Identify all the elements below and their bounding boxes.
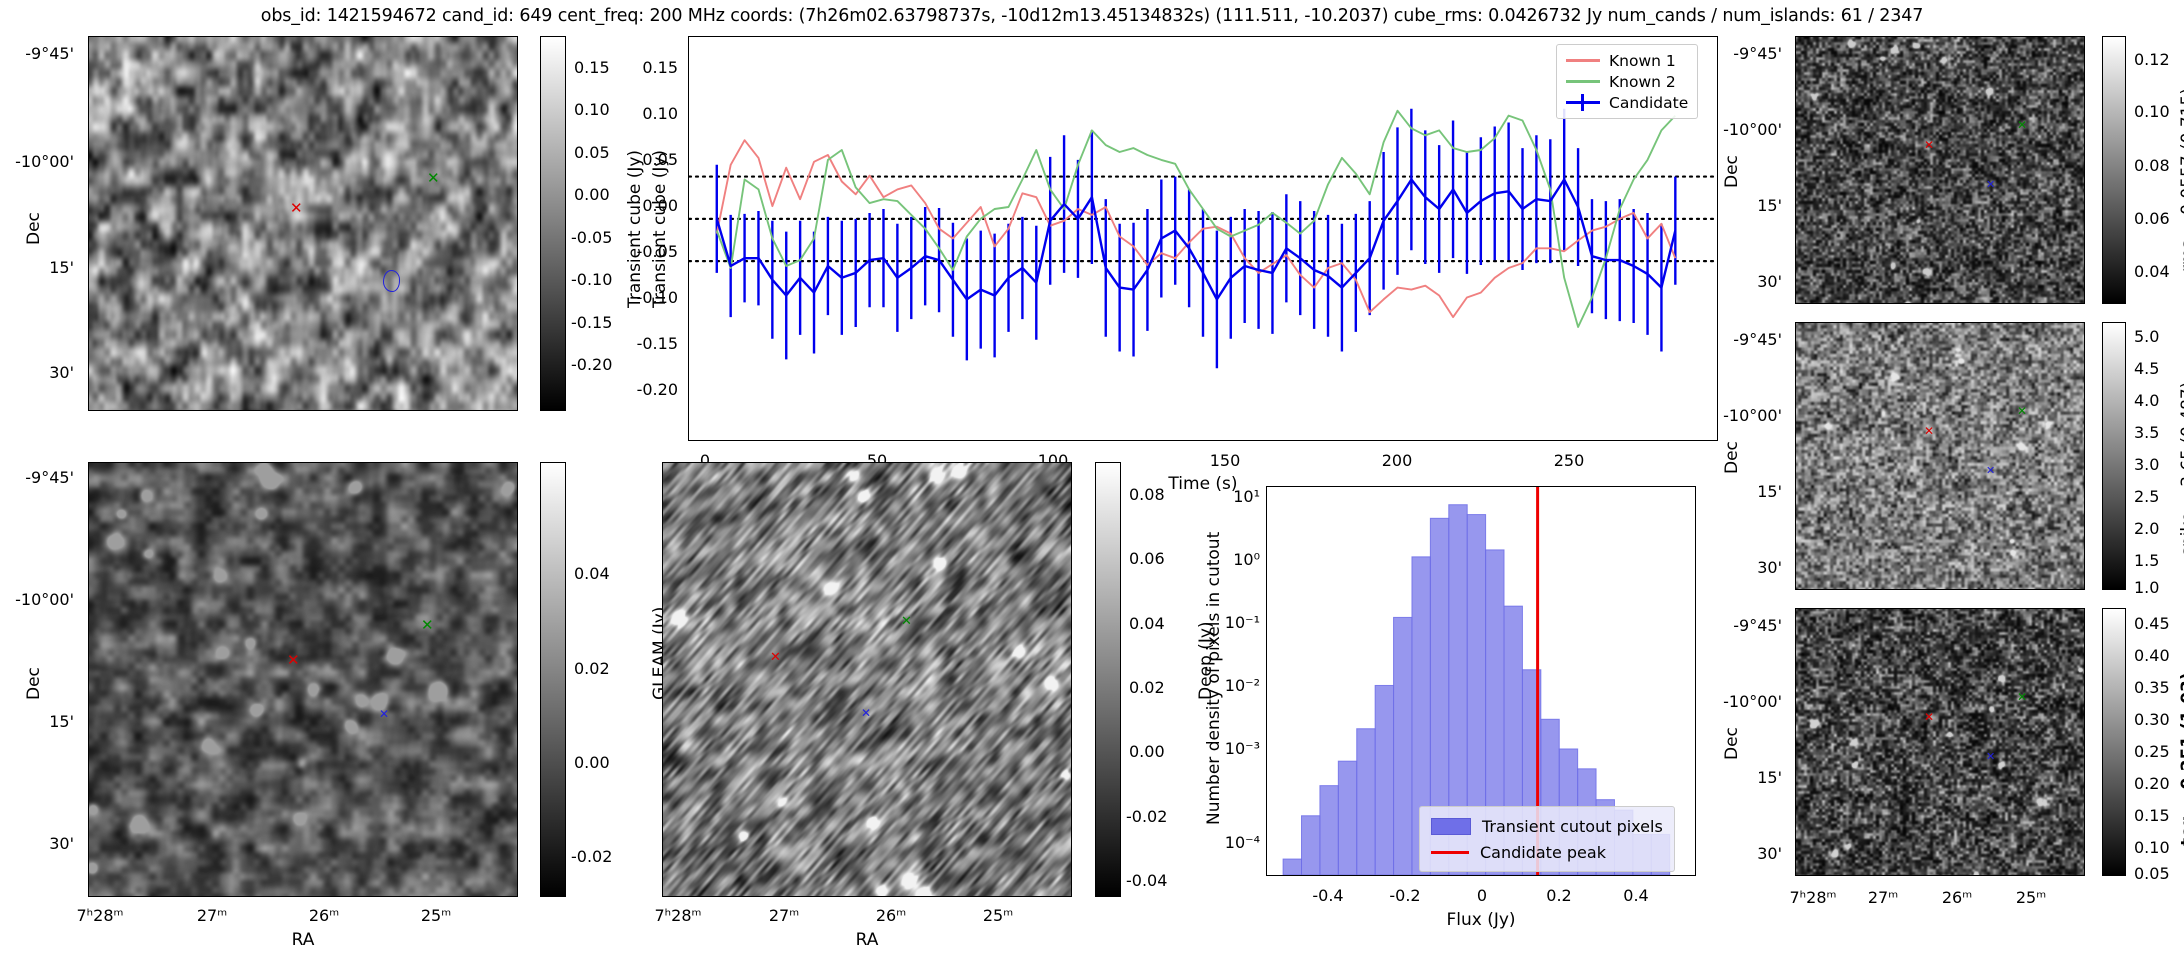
candidate-marker: ✕: [1986, 750, 1996, 763]
histogram-legend: Transient cutout pixels Candidate peak: [1419, 806, 1675, 872]
lightcurve-y-axis-label: Transient cube (Jy): [625, 149, 645, 308]
spike-colorbar-label: spike = 3.65 (0.487): [2178, 381, 2184, 556]
known1-legend-label: Known 1: [1609, 51, 1676, 70]
legend-item-known1: Known 1: [1566, 50, 1688, 71]
candidate-marker: ✕: [1986, 178, 1996, 191]
known1-marker: ✕: [290, 199, 303, 217]
deep-colorbar: [1095, 462, 1121, 897]
known2-legend-label: Known 2: [1609, 72, 1676, 91]
known2-marker: ✕: [2017, 404, 2028, 418]
known2-marker: ✕: [901, 614, 912, 629]
legend-item-candidate-peak: Candidate peak: [1431, 839, 1663, 865]
gleam-image-panel[interactable]: ✕ ✕ ✕: [88, 462, 518, 897]
candidate-peak-legend-label: Candidate peak: [1480, 842, 1606, 862]
spike-colorbar: [2102, 322, 2126, 590]
spike-image-panel[interactable]: ✕ ✕ ✕: [1795, 322, 2085, 590]
histogram-y-axis-label: Number density of pixels in cutout: [1204, 531, 1224, 825]
p1-dec-axis-label: Dec: [24, 212, 44, 245]
known1-marker: ✕: [1924, 138, 1935, 152]
known1-marker: ✕: [1924, 710, 1935, 724]
cutout-pixels-legend-label: Transient cutout pixels: [1482, 816, 1663, 836]
candidate-marker: ✕: [379, 707, 390, 721]
p2-ra-axis-label: RA: [291, 930, 315, 950]
legend-item-known2: Known 2: [1566, 71, 1688, 92]
candidate-marker: ✕: [861, 706, 872, 720]
known2-marker: ✕: [2017, 118, 2028, 132]
transient-cube-image-panel[interactable]: ✕ ✕: [88, 36, 518, 411]
histogram-x-axis-label: Flux (Jy): [1446, 910, 1516, 930]
candidate-marker: ✕: [1986, 464, 1996, 477]
candidate-peak-swatch: [1431, 850, 1469, 854]
spike-image: [1796, 323, 2084, 589]
transient-cube-colorbar: [540, 36, 566, 411]
legend-item-cutout-pixels: Transient cutout pixels: [1431, 813, 1663, 839]
lightcurve-plot[interactable]: [688, 36, 1718, 441]
known1-marker: ✕: [770, 650, 781, 665]
known2-marker: ✕: [421, 616, 434, 634]
tcg-colorbar: [2102, 608, 2126, 876]
known2-marker: ✕: [2017, 690, 2028, 704]
p6-dec-axis-label: Dec: [1722, 727, 1742, 760]
rms-image-panel[interactable]: ✕ ✕ ✕: [1795, 36, 2085, 304]
known1-line-swatch: [1566, 59, 1600, 62]
lightcurve-x-axis-label: Time (s): [1168, 474, 1238, 494]
p5-dec-axis-label: Dec: [1722, 441, 1742, 474]
deep-image: [663, 463, 1071, 896]
p3-ra-axis-label: RA: [855, 930, 879, 950]
candidate-errorbar-swatch: [1566, 94, 1600, 111]
lightcurve-legend: Known 1 Known 2 Candidate: [1556, 44, 1699, 119]
gleam-image: [89, 463, 517, 896]
tcg-image-panel[interactable]: ✕ ✕ ✕: [1795, 608, 2085, 876]
rms-colorbar-label: rms = 0.0557 (0.715): [2178, 88, 2184, 272]
p2-dec-axis-label: Dec: [24, 667, 44, 700]
transient-cube-colorbar-label: Transient cube (Jy): [650, 149, 670, 308]
lightcurve-svg: [689, 108, 1717, 369]
known1-marker: ✕: [1924, 424, 1935, 438]
tcg-colorbar-label: tcg = 0.251 (1.03): [2178, 672, 2184, 846]
tcg-image: [1796, 609, 2084, 875]
legend-item-candidate: Candidate: [1566, 92, 1688, 113]
cutout-pixels-swatch: [1431, 817, 1471, 835]
page-title: obs_id: 1421594672 cand_id: 649 cent_fre…: [260, 6, 1924, 26]
rms-image: [1796, 37, 2084, 303]
candidate-contour: [383, 270, 400, 292]
known1-marker: ✕: [287, 651, 300, 669]
known2-line-swatch: [1566, 80, 1600, 83]
transient-cube-image: [89, 37, 517, 410]
deep-image-panel[interactable]: ✕ ✕ ✕: [662, 462, 1072, 897]
gleam-colorbar: [540, 462, 566, 897]
known2-marker: ✕: [427, 169, 440, 187]
p4-dec-axis-label: Dec: [1722, 155, 1742, 188]
candidate-legend-label: Candidate: [1609, 93, 1689, 112]
rms-colorbar: [2102, 36, 2126, 304]
